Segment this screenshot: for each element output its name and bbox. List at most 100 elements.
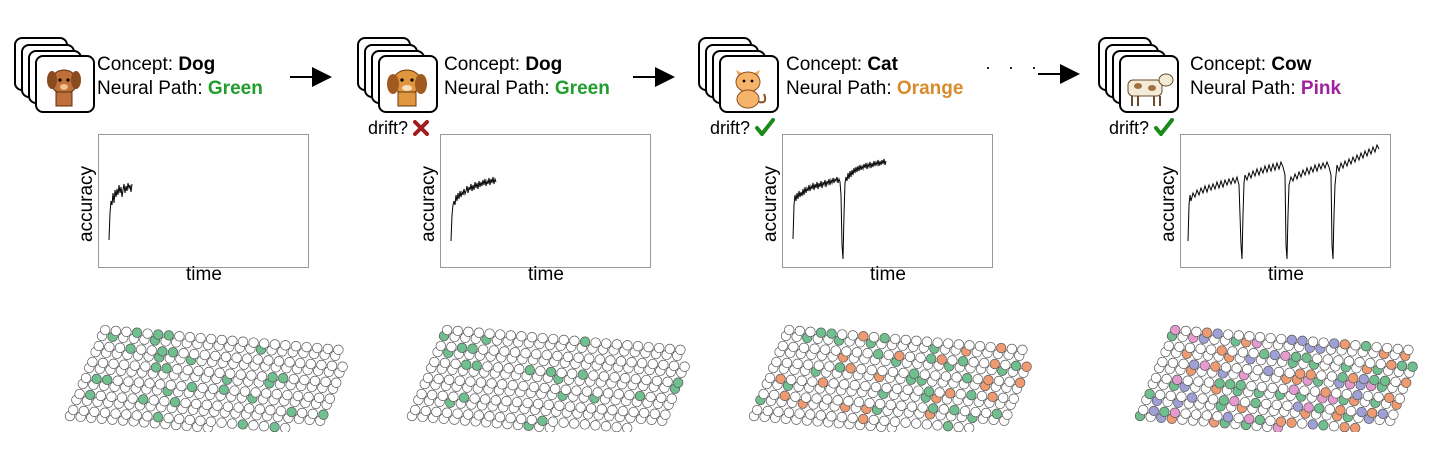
neuron-node <box>889 416 901 427</box>
neuron-node <box>280 340 291 351</box>
neuron-node <box>1165 390 1176 401</box>
x-axis-label-1: time <box>186 264 222 285</box>
neuron-node <box>1333 355 1344 366</box>
neuron-node <box>632 341 644 352</box>
neuron-node <box>526 414 537 426</box>
neuron-node <box>890 333 901 345</box>
neuron-node <box>482 361 493 372</box>
neuron-node <box>108 358 119 369</box>
neuron-node <box>195 332 206 344</box>
neuron-node <box>943 338 954 349</box>
active-neuron-node <box>1210 361 1221 372</box>
neuron-node <box>1000 359 1011 371</box>
neuron-node <box>979 357 990 369</box>
neuron-node <box>1203 377 1215 388</box>
neuron-node <box>900 334 911 346</box>
neuron-node <box>337 361 348 372</box>
neuron-node <box>475 377 487 388</box>
active-neuron-node <box>1335 405 1346 416</box>
neuron-node <box>611 339 622 350</box>
x-axis-label-2: time <box>528 264 564 285</box>
active-neuron-node <box>815 327 827 338</box>
active-neuron-node <box>1212 328 1223 339</box>
neuron-node <box>121 326 132 337</box>
neuron-node <box>630 373 641 385</box>
active-neuron-node <box>318 409 329 420</box>
active-neuron-node <box>834 362 846 373</box>
neuron-node <box>422 372 434 384</box>
active-neuron-node <box>269 421 280 432</box>
active-neuron-node <box>1339 339 1350 350</box>
neuron-node <box>248 420 259 431</box>
neuron-node <box>624 389 635 401</box>
neuron-node <box>998 392 1009 403</box>
active-neuron-node <box>1222 412 1234 423</box>
active-neuron-node <box>1259 348 1270 360</box>
neuron-node <box>664 343 675 355</box>
neuron-node <box>503 363 514 374</box>
neuron-node <box>800 392 812 403</box>
neuron-node <box>112 375 123 386</box>
neuron-node <box>1002 409 1013 420</box>
stage-3-label: Concept: Cat Neural Path: Orange <box>786 53 963 101</box>
neuron-node <box>205 416 217 427</box>
neuron-node <box>932 337 943 348</box>
neuron-node <box>176 380 187 392</box>
neuron-node <box>896 400 907 411</box>
neuron-node <box>97 357 109 369</box>
neuron-node <box>288 373 299 385</box>
concept-value: Dog <box>525 54 563 75</box>
neuron-node <box>68 404 79 416</box>
neuron-node <box>303 391 314 403</box>
active-neuron-node <box>237 419 248 430</box>
ellipsis: · · · <box>985 57 1043 77</box>
neuron-node <box>955 389 966 400</box>
neuron-node <box>509 347 521 358</box>
neuron-node <box>1138 404 1149 416</box>
neuron-node <box>1318 337 1329 348</box>
neuron-node <box>902 384 913 395</box>
neuron-node <box>450 358 461 369</box>
neuron-node <box>486 378 497 389</box>
active-neuron-node <box>153 329 164 340</box>
active-neuron-node <box>1290 351 1302 362</box>
neuron-node <box>622 422 633 432</box>
neuron-node <box>1267 382 1278 394</box>
neuron-node <box>1261 398 1272 410</box>
active-neuron-node <box>1401 377 1412 388</box>
neuron-node <box>208 383 219 394</box>
active-neuron-node <box>817 377 829 388</box>
active-neuron-node <box>1386 359 1397 371</box>
neuron-node <box>309 375 321 387</box>
neuron-node <box>567 368 578 379</box>
active-neuron-node <box>845 363 856 374</box>
accuracy-curve-2 <box>450 176 497 242</box>
neuron-node <box>231 352 242 363</box>
active-neuron-node <box>1337 372 1348 383</box>
neuron-node <box>600 421 612 432</box>
neuron-node <box>951 372 962 383</box>
neuron-node <box>1248 348 1259 359</box>
neuron-node <box>1345 405 1357 417</box>
neuron-node <box>794 325 805 337</box>
active-neuron-node <box>923 386 935 397</box>
neuron-node <box>199 349 210 361</box>
active-neuron-node <box>1263 365 1274 377</box>
neuron-node <box>794 408 805 419</box>
neuron-node <box>1208 394 1219 405</box>
neuron-node <box>516 331 527 342</box>
accuracy-curve-4 <box>1187 143 1380 260</box>
active-neuron-node <box>1297 335 1308 346</box>
active-neuron-node <box>858 331 869 342</box>
neuron-node <box>615 356 627 367</box>
neuron-node <box>930 370 941 381</box>
neuron-node <box>938 404 949 415</box>
neuron-node <box>1233 412 1244 424</box>
neuron-node <box>216 417 227 428</box>
neuron-node <box>1191 409 1202 420</box>
neuron-node <box>911 335 922 346</box>
neuron-node <box>297 407 308 419</box>
neuron-node <box>89 406 100 417</box>
neuron-node <box>904 351 916 362</box>
